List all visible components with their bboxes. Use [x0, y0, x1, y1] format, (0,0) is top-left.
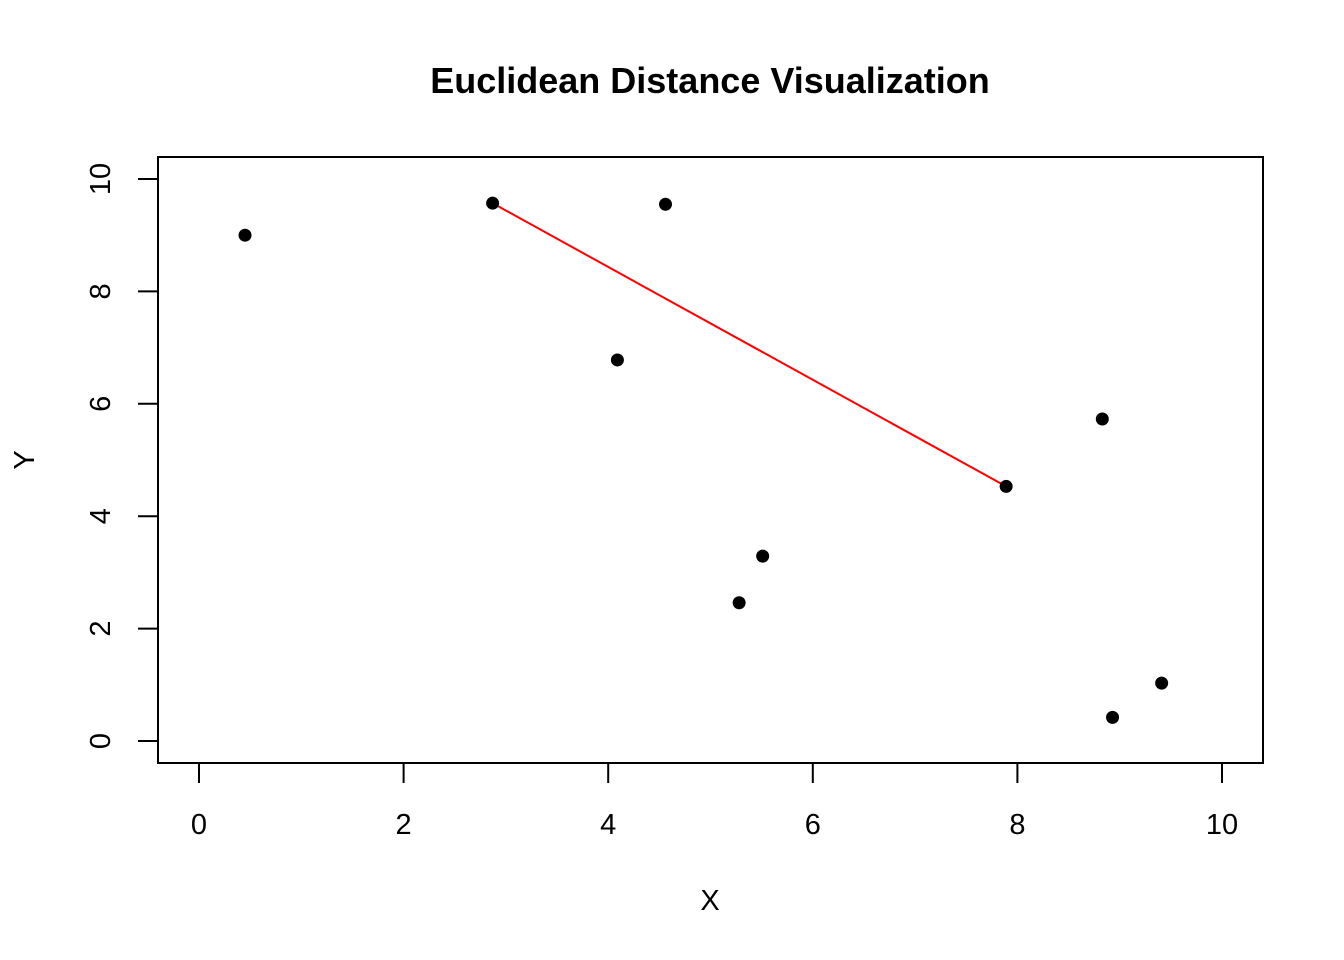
data-point [238, 228, 252, 242]
distance-line [492, 202, 1007, 488]
y-axis-label: Y [9, 450, 41, 469]
x-tick-label: 10 [1206, 809, 1238, 841]
plot-frame [157, 156, 1264, 764]
data-point [756, 549, 770, 563]
y-tick-label: 10 [85, 163, 117, 195]
data-point [732, 596, 746, 610]
x-tick-label: 8 [1009, 809, 1025, 841]
y-tick-label: 2 [85, 621, 117, 637]
y-tick-label: 4 [85, 508, 117, 524]
x-tick-label: 0 [191, 809, 207, 841]
x-tick-label: 6 [805, 809, 821, 841]
data-point [610, 353, 624, 367]
y-axis: 0 2 4 6 8 10 [85, 163, 159, 749]
x-axis-label: X [700, 885, 719, 917]
data-point [1155, 676, 1169, 690]
data-point [658, 197, 672, 211]
x-tick-label: 4 [600, 809, 616, 841]
data-point [1106, 710, 1120, 724]
data-point [1095, 412, 1109, 426]
y-tick-label: 0 [85, 733, 117, 749]
y-tick-label: 6 [85, 396, 117, 412]
data-point [999, 479, 1013, 493]
chart-title: Euclidean Distance Visualization [430, 60, 990, 101]
x-axis: 0 2 4 6 8 10 [191, 762, 1238, 841]
distance-segment-layer [492, 202, 1007, 488]
y-tick-label: 8 [85, 283, 117, 299]
points-layer [238, 196, 1169, 724]
x-tick-label: 2 [396, 809, 412, 841]
data-point [486, 196, 500, 210]
